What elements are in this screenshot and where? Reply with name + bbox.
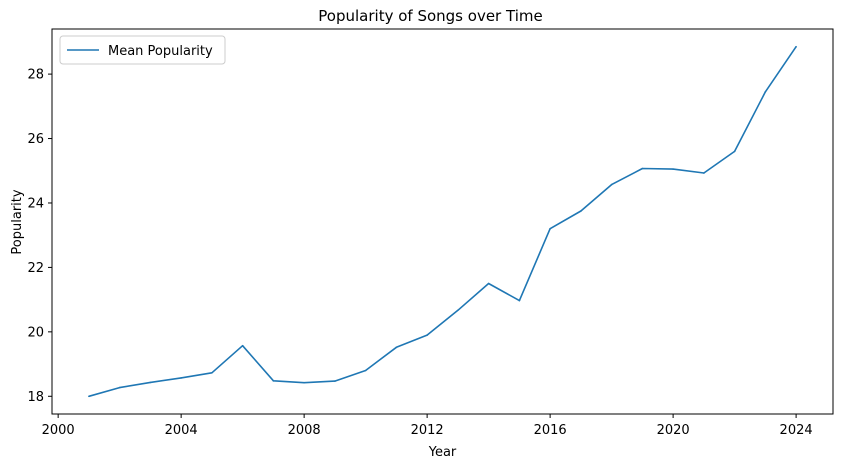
data-point	[303, 381, 305, 384]
x-tick-label: 2020	[657, 423, 690, 438]
y-tick-label: 26	[27, 132, 44, 147]
x-tick-label: 2000	[42, 423, 75, 438]
data-point	[487, 282, 490, 285]
data-point	[88, 395, 90, 398]
data-point	[703, 172, 705, 174]
x-axis-label: Year	[428, 445, 457, 460]
x-tick-label: 2024	[780, 423, 813, 438]
y-axis-label: Popularity	[10, 189, 25, 254]
y-tick-label: 24	[27, 196, 44, 211]
data-point	[426, 334, 428, 336]
data-point	[457, 309, 459, 312]
legend-label: Mean Popularity	[108, 44, 213, 59]
legend-box	[59, 35, 226, 65]
data-point	[672, 168, 674, 170]
data-point	[241, 344, 244, 347]
y-tick-label: 20	[27, 325, 44, 340]
series-line-mean-popularity	[88, 46, 797, 398]
data-point	[580, 210, 582, 212]
x-axis: 2000 2004 2008 2012 2016 2020 2024	[42, 414, 813, 438]
data-point	[641, 167, 644, 170]
chart-title: Popularity of Songs over Time	[318, 7, 542, 25]
data-point	[211, 371, 213, 374]
data-point	[733, 150, 736, 153]
data-point	[764, 91, 767, 93]
y-tick-label: 28	[27, 68, 44, 83]
data-point	[795, 45, 797, 48]
x-tick-label: 2016	[534, 423, 567, 438]
legend: Mean Popularity	[59, 35, 226, 65]
y-axis: 18 20 22 24 26 28	[27, 68, 52, 405]
data-point	[149, 381, 152, 384]
data-point	[118, 386, 121, 389]
data-point	[549, 227, 551, 230]
data-point	[272, 380, 275, 382]
y-tick-label: 22	[27, 261, 44, 276]
plot-area-frame	[51, 28, 834, 415]
y-tick-label: 18	[27, 390, 44, 405]
x-tick-label: 2008	[288, 423, 321, 438]
data-point	[180, 377, 182, 379]
data-point	[518, 299, 521, 302]
data-point	[334, 380, 336, 382]
data-point	[395, 346, 398, 349]
x-tick-label: 2004	[165, 423, 198, 438]
data-point	[364, 369, 367, 372]
data-point	[610, 183, 613, 186]
x-tick-label: 2012	[411, 423, 444, 438]
